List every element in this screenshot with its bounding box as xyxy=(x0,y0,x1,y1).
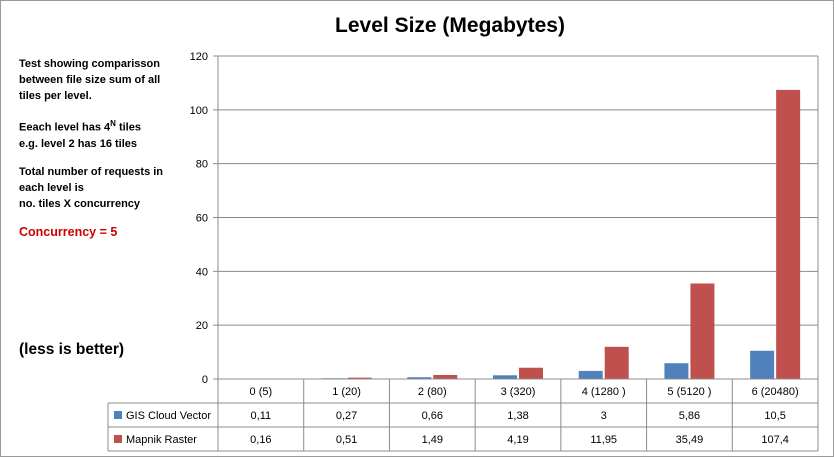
x-category-label: 3 (320) xyxy=(501,386,536,398)
note-requests-2: each level is xyxy=(19,181,84,194)
y-tick-label: 0 xyxy=(202,374,208,386)
less-is-better-note: (less is better) xyxy=(19,341,125,358)
chart-title: Level Size (Megabytes) xyxy=(335,14,565,37)
legend-label: Mapnik Raster xyxy=(126,434,197,446)
y-tick-label: 20 xyxy=(196,320,208,332)
note-tiles-sup: N xyxy=(110,119,116,128)
data-label: 0,51 xyxy=(336,434,357,446)
bar xyxy=(750,350,775,379)
x-category-label: 0 (5) xyxy=(250,386,273,398)
data-label: 1,49 xyxy=(422,434,443,446)
y-tick-label: 80 xyxy=(196,159,208,171)
data-label: 107,4 xyxy=(761,434,789,446)
data-label: 3 xyxy=(601,410,607,422)
data-label: 10,5 xyxy=(764,410,785,422)
data-label: 0,66 xyxy=(422,410,443,422)
note-tiles: Eeach level has 4N tiles xyxy=(19,116,184,136)
bar xyxy=(604,346,629,379)
note-example: e.g. level 2 has 16 tiles xyxy=(19,137,138,150)
bar xyxy=(407,377,432,379)
note-line-3: tiles per level. xyxy=(19,90,92,102)
legend-swatch xyxy=(114,411,122,419)
y-tick-label: 60 xyxy=(196,213,208,225)
note-tiles-post: tiles xyxy=(115,121,141,134)
note-line-2: between file size sum of all xyxy=(19,74,161,86)
data-label: 0,16 xyxy=(250,434,271,446)
y-tick-label: 120 xyxy=(190,51,208,63)
data-label: 5,86 xyxy=(679,410,700,422)
data-label: 1,38 xyxy=(507,410,528,422)
x-category-label: 4 (1280 ) xyxy=(582,386,626,398)
data-label: 35,49 xyxy=(676,434,704,446)
bar xyxy=(664,363,689,379)
legend-swatch xyxy=(114,435,122,443)
bar xyxy=(519,367,543,379)
bar xyxy=(347,377,372,379)
x-category-label: 2 (80) xyxy=(418,386,447,398)
note-requests-3: no. tiles X concurrency xyxy=(19,197,141,210)
chart-notes: Test showing comparisson between file si… xyxy=(19,56,184,240)
bar xyxy=(493,375,517,379)
concurrency-note: Concurrency = 5 xyxy=(19,224,118,239)
note-requests-1: Total number of requests in xyxy=(19,165,164,178)
bar xyxy=(433,374,458,379)
legend-label: GIS Cloud Vector xyxy=(126,410,211,422)
data-label: 0,11 xyxy=(251,410,272,422)
bar xyxy=(578,370,603,379)
data-label: 4,19 xyxy=(507,434,528,446)
bar xyxy=(776,89,801,379)
note-line-1: Test showing comparisson xyxy=(19,58,160,70)
x-category-label: 6 (20480) xyxy=(752,386,799,398)
data-label: 0,27 xyxy=(336,410,357,422)
note-tiles-pre: Eeach level has 4 xyxy=(19,121,111,134)
y-tick-label: 40 xyxy=(196,266,208,278)
y-tick-label: 100 xyxy=(190,105,208,117)
x-category-label: 1 (20) xyxy=(332,386,361,398)
x-category-label: 5 (5120 ) xyxy=(667,386,711,398)
data-label: 11,95 xyxy=(590,434,617,446)
bar xyxy=(690,283,715,379)
